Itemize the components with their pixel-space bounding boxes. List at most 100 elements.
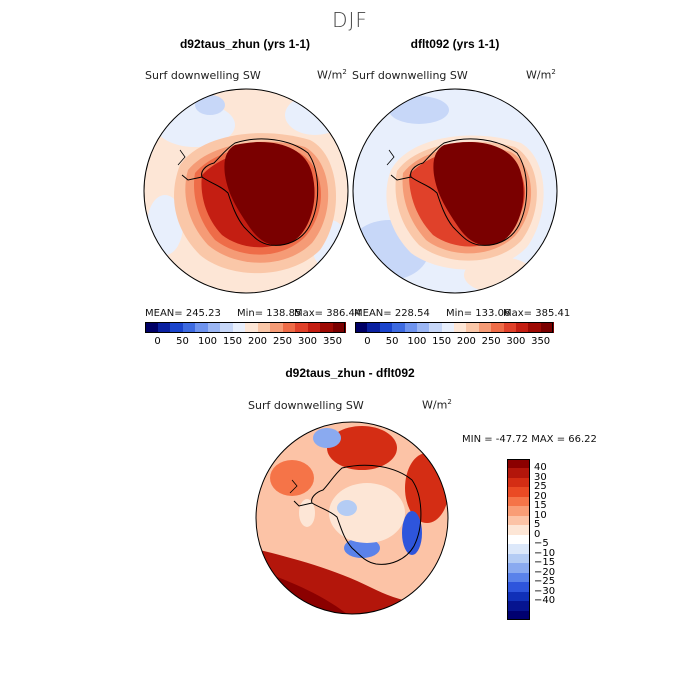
panel3-field-label: Surf downwelling SW <box>248 399 364 412</box>
panel2-colorbar-swatch <box>392 322 405 333</box>
panel2-stat-min: Min= 133.06 <box>446 308 511 319</box>
panel3-low-patch-center <box>337 500 357 516</box>
panel3-colorbar-swatch <box>507 515 530 526</box>
panel1-colorbar-swatch <box>320 322 333 333</box>
panel3-mid-patch-nw <box>270 460 314 496</box>
panel1-colorbar-swatch <box>232 322 246 333</box>
panel1-colorbar-swatch <box>182 322 196 333</box>
panel2-colorbar-tick-label: 350 <box>531 336 551 347</box>
panel1-units: W/m2 <box>317 68 347 82</box>
panel3-colorbar-swatch <box>507 572 530 583</box>
panel1-field-label: Surf downwelling SW <box>145 69 261 82</box>
panel1-colorbar-tick-label: 300 <box>297 336 318 347</box>
panel3-colorbar-swatch <box>507 563 530 574</box>
panel3-title: d92taus_zhun - dflt092 <box>285 366 415 380</box>
panel2-colorbar-labels: 0 50 100 150 200 250 300 350 <box>355 336 553 350</box>
panel2-colorbar-swatch <box>429 322 443 333</box>
panel1-colorbar-swatch <box>295 322 308 333</box>
panel2-field-label: Surf downwelling SW <box>352 69 468 82</box>
panel2-colorbar-tick-label: 250 <box>481 336 501 347</box>
panel3-colorbar-tick-label: −30 <box>534 585 556 597</box>
panel1-colorbar-swatch <box>157 322 171 333</box>
season-title: DJF <box>332 8 368 32</box>
panel2-units: W/m2 <box>526 68 556 82</box>
panel3-colorbar-tick-label: −15 <box>534 557 556 569</box>
panel1-colorbar-swatch <box>257 322 271 333</box>
panel1-colorbar-tick-label: 200 <box>247 336 268 347</box>
panel3-colorbar-swatch <box>507 591 530 602</box>
panel3-units: W/m2 <box>422 398 452 412</box>
panel3-colorbar-swatch <box>507 459 530 469</box>
panel2-stat-max: Max= 385.41 <box>503 308 571 319</box>
panel2-title: dflt092 (yrs 1-1) <box>410 37 500 51</box>
panel1-ice-core <box>224 142 315 246</box>
panel2-colorbar-tick-label: 200 <box>456 336 476 347</box>
panel1-map <box>143 88 349 294</box>
panel3-colorbar-tick-label: 10 <box>534 509 547 521</box>
panel3-colorbar-swatch <box>507 487 530 498</box>
panel3-colorbar-tick-label: −40 <box>534 595 556 607</box>
panel1-colorbar-swatch <box>332 322 346 333</box>
panel3-colorbar-swatch <box>507 534 530 545</box>
panel1-title: d92taus_zhun (yrs 1-1) <box>179 37 311 51</box>
panel1-stat-mean: MEAN= 245.23 <box>145 308 221 319</box>
panel2-colorbar-swatch <box>515 322 529 333</box>
panel1-colorbar-swatch <box>307 322 321 333</box>
panel2-colorbar-swatch <box>528 322 542 333</box>
panel3-colorbar-tick-label: 5 <box>534 519 541 531</box>
panel2-low-patch-n <box>389 96 449 124</box>
panel2-colorbar-swatch <box>441 322 455 333</box>
panel2-colorbar-swatch <box>503 322 517 333</box>
panel1-colorbar-swatch <box>270 322 283 333</box>
panel2-coastline <box>390 138 528 246</box>
panel3-colorbar-tick-label: 40 <box>534 462 547 474</box>
panel3-colorbar-swatch <box>507 468 530 479</box>
panel3-colorbar-swatch <box>507 544 530 555</box>
panel2-colorbar <box>355 322 554 333</box>
panel3-colorbar-tick-label: −25 <box>534 576 556 588</box>
panel2-colorbar-swatch <box>540 322 554 333</box>
panel3-colorbar-tick-label: 30 <box>534 471 547 483</box>
panel2-colorbar-swatch <box>355 322 368 333</box>
panel2-colorbar-swatch <box>404 322 418 333</box>
panel3-colorbar-swatch <box>507 553 530 564</box>
panel3-near-zero-center <box>329 483 405 543</box>
panel3-colorbar-swatch <box>507 496 530 507</box>
panel2-ice-core <box>433 142 524 246</box>
panel1-lower-patch <box>195 95 225 115</box>
panel1-map-border <box>143 88 349 294</box>
panel1-colorbar-swatch <box>170 322 183 333</box>
panel1-colorbar-tick-label: 50 <box>176 336 189 347</box>
panel3-colorbar-swatch <box>507 477 530 488</box>
panel1-colorbar-swatch <box>145 322 158 333</box>
panel2-colorbar-swatch <box>454 322 467 333</box>
panel3-colorbar-tick-label: 25 <box>534 481 547 493</box>
panel3-colorbar-swatch <box>507 610 530 621</box>
panel3-colorbar-swatch <box>507 582 530 593</box>
panel3-colorbar-swatch <box>507 506 530 517</box>
panel1-colorbar <box>145 322 346 333</box>
panel2-map <box>352 88 558 294</box>
panel3-map <box>255 421 449 615</box>
panel2-colorbar-swatch <box>491 322 504 333</box>
panel1-colorbar-swatch <box>282 322 296 333</box>
panel2-colorbar-swatch <box>478 322 492 333</box>
panel3-low-patch-c <box>344 538 380 558</box>
panel3-coastline <box>293 464 422 565</box>
panel3-colorbar-tick-label: −5 <box>534 538 549 550</box>
panel3-colorbar-tick-label: 0 <box>534 528 541 540</box>
panel2-colorbar-swatch <box>379 322 393 333</box>
panel2-colorbar-tick-label: 300 <box>506 336 526 347</box>
panel2-map-border <box>352 88 558 294</box>
panel1-colorbar-swatch <box>207 322 221 333</box>
panel2-colorbar-tick-label: 50 <box>385 336 399 347</box>
panel2-colorbar-swatch <box>367 322 381 333</box>
panel3-stats: MIN = -47.72 MAX = 66.22 <box>462 434 597 445</box>
panel3-high-patch-n <box>327 426 397 470</box>
panel1-colorbar-tick-label: 250 <box>272 336 293 347</box>
panel2-colorbar-swatch <box>416 322 430 333</box>
panel2-colorbar-tick-label: 150 <box>432 336 452 347</box>
panel1-colorbar-swatch <box>220 322 233 333</box>
panel1-stat-max: Max= 386.44 <box>294 308 362 319</box>
panel1-colorbar-tick-label: 350 <box>322 336 343 347</box>
